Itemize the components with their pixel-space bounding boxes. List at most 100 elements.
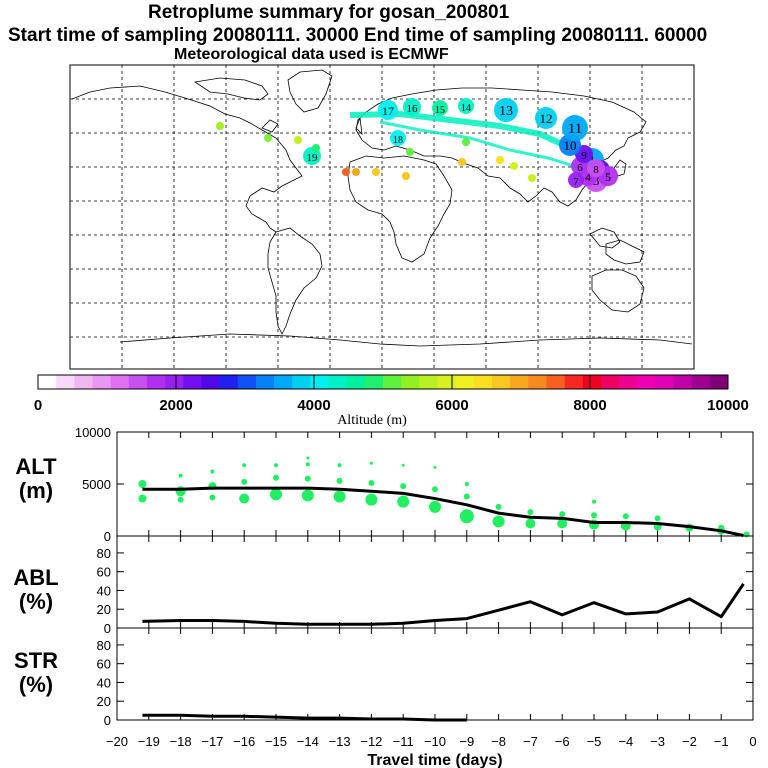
colorbar-tick-label: 0 xyxy=(34,397,42,414)
colorbar-swatch xyxy=(219,375,239,389)
alt-scatter-point xyxy=(138,494,147,503)
colorbar-swatch xyxy=(183,375,202,389)
colorbar-swatch xyxy=(510,375,529,389)
map-plume-dot xyxy=(528,174,536,182)
map-plume-dot xyxy=(406,148,414,156)
xtick-label: −17 xyxy=(201,734,223,749)
alt-scatter-point xyxy=(304,475,311,482)
alt-scatter-point xyxy=(301,489,314,502)
altitude-colorbar: 0 2000 4000 6000 8000 10000 Altitude (m) xyxy=(34,374,749,428)
map-cluster-marker xyxy=(494,98,518,122)
map-plume-dot xyxy=(342,168,350,176)
alt-scatter-point xyxy=(654,515,661,522)
colorbar-swatch xyxy=(419,375,438,389)
colorbar-swatch xyxy=(473,375,493,389)
xtick-label: 0 xyxy=(749,734,756,749)
colorbar-tick-label: 8000 xyxy=(573,397,606,414)
map-cluster-marker xyxy=(458,98,474,114)
str-ytick-label: 80 xyxy=(97,638,111,653)
str-series-line xyxy=(142,713,467,722)
alt-scatter-point xyxy=(273,474,279,481)
map-cluster-label: 11 xyxy=(568,121,582,137)
alt-scatter-point xyxy=(525,518,536,529)
map-cluster-marker xyxy=(432,100,448,116)
alt-scatter-point xyxy=(178,473,183,478)
alt-series-line xyxy=(142,486,744,537)
map-cluster-label: 17 xyxy=(382,104,394,118)
xtick-label: −10 xyxy=(424,734,446,749)
xtick-label: −4 xyxy=(618,734,633,749)
colorbar-swatch xyxy=(401,375,420,389)
str-panel-label: STR (%) xyxy=(14,648,58,697)
map-plume-dot xyxy=(216,122,224,130)
colorbar-swatch xyxy=(655,375,674,389)
colorbar-swatch xyxy=(437,375,456,389)
abl-ytick-label: 60 xyxy=(97,565,111,580)
colorbar-swatch xyxy=(564,375,584,389)
map-cluster-marker xyxy=(403,98,421,116)
colorbar-swatch xyxy=(110,375,130,389)
colorbar-tick-label: 10000 xyxy=(707,397,749,414)
map-plume-dot xyxy=(294,136,302,144)
alt-scatter-point xyxy=(365,493,378,506)
map-plume-dot xyxy=(312,144,320,152)
xtick-label: −20 xyxy=(106,734,128,749)
map-cluster-label: 13 xyxy=(499,104,513,119)
alt-scatter-point xyxy=(459,509,474,524)
xtick-label: −9 xyxy=(459,734,474,749)
map-cluster-marker xyxy=(535,107,557,129)
colorbar-swatch xyxy=(237,375,257,389)
str-ytick-label: 40 xyxy=(97,675,111,690)
colorbar-swatch xyxy=(383,375,402,389)
alt-scatter-point xyxy=(492,515,505,528)
alt-scatter-point xyxy=(369,461,373,465)
xtick-label: −3 xyxy=(650,734,665,749)
str-panel-frame xyxy=(116,627,754,721)
alt-scatter-point xyxy=(239,493,250,504)
alt-scatter-point xyxy=(209,494,216,501)
xtick-label: −2 xyxy=(682,734,697,749)
map-cluster-marker xyxy=(378,100,398,120)
colorbar-swatch xyxy=(274,375,293,389)
alt-scatter-point xyxy=(400,483,407,490)
alt-scatter-point xyxy=(592,499,596,504)
colorbar-swatch xyxy=(328,375,347,389)
map-plume-dot xyxy=(264,134,272,142)
colorbar-swatch xyxy=(201,375,220,389)
world-map: 12345678910111213141516171819 xyxy=(69,64,695,370)
abl-ytick-label: 20 xyxy=(97,602,111,617)
alt-scatter-point xyxy=(177,496,184,503)
colorbar-tick-label: 4000 xyxy=(297,397,330,414)
alt-ytick-label: 0 xyxy=(104,529,111,544)
alt-scatter-point xyxy=(138,480,147,488)
colorbar-swatch xyxy=(165,375,184,389)
alt-scatter-point xyxy=(274,463,278,468)
alt-scatter-point xyxy=(622,513,629,520)
colorbar-frame xyxy=(37,374,729,390)
xtick-label: −11 xyxy=(393,734,414,749)
abl-panel-label: ABL (%) xyxy=(13,565,59,614)
colorbar-swatch xyxy=(600,375,620,389)
xtick-label: −19 xyxy=(138,734,160,749)
alt-scatter-point xyxy=(743,531,750,538)
alt-scatter-point xyxy=(305,462,310,467)
abl-series-line xyxy=(142,583,745,626)
abl-ytick-label: 40 xyxy=(97,583,111,598)
alt-scatter-point xyxy=(270,488,282,501)
alt-scatter-point xyxy=(210,469,215,474)
map-cluster-marker xyxy=(562,115,588,141)
colorbar-tick-label: 2000 xyxy=(159,397,192,414)
sampling-times: Start time of sampling 20080111. 30000 E… xyxy=(8,25,708,46)
alt-scatter-point xyxy=(429,500,441,513)
colorbar-swatch xyxy=(364,375,384,389)
colorbar-swatch xyxy=(582,375,602,389)
alt-scatter-point xyxy=(463,493,470,500)
colorbar-swatch xyxy=(74,375,93,389)
alt-scatter-point xyxy=(368,479,375,486)
x-axis-label: Travel time (days) xyxy=(367,752,502,768)
xtick-label: −8 xyxy=(491,734,506,749)
colorbar-swatch xyxy=(255,375,275,389)
str-ytick-label: 20 xyxy=(97,694,111,709)
plume-trajectory-branch xyxy=(379,120,581,170)
